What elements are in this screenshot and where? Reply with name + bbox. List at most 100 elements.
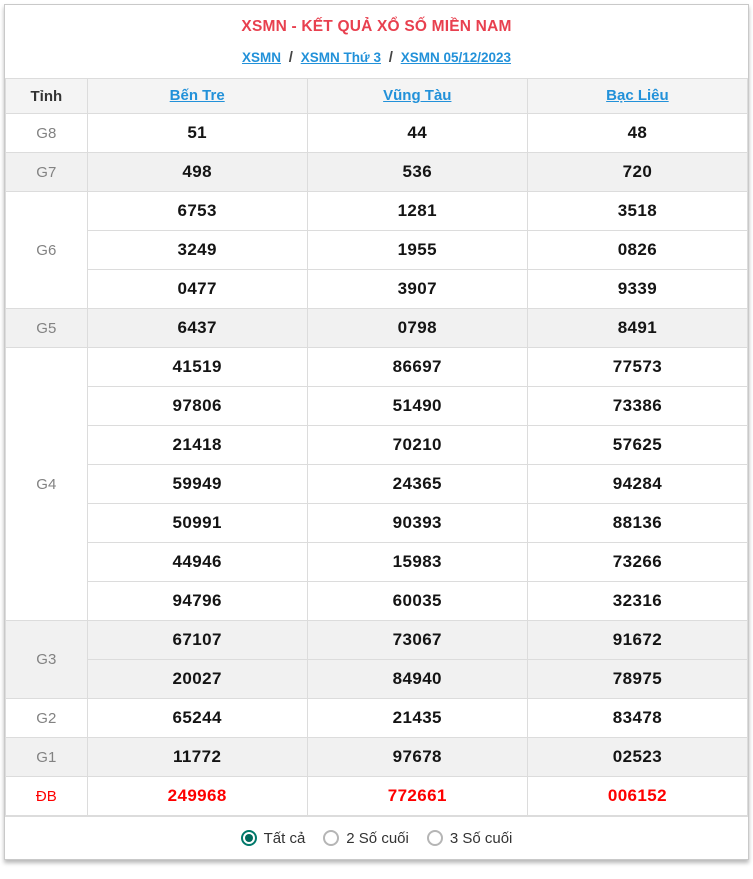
radio-dot bbox=[431, 834, 439, 842]
prize-number: 6753 bbox=[86, 191, 308, 231]
column-header-province: Tỉnh bbox=[5, 78, 88, 114]
prize-number: 73067 bbox=[306, 620, 528, 660]
prize-number: 21418 bbox=[86, 425, 308, 465]
prize-number: 60035 bbox=[306, 581, 528, 621]
table-row: G1 11772 97678 02523 bbox=[5, 737, 749, 777]
radio-unselected-icon[interactable] bbox=[323, 830, 340, 846]
prize-number: 720 bbox=[526, 152, 749, 192]
table-row: 0477 3907 9339 bbox=[6, 269, 749, 309]
prize-number: 249968 bbox=[86, 776, 308, 816]
prize-number: 57625 bbox=[526, 425, 749, 465]
prize-number: 006152 bbox=[526, 776, 749, 816]
prize-number: 772661 bbox=[306, 776, 528, 816]
radio-option-2[interactable]: 3 Số cuối bbox=[426, 829, 513, 847]
prize-number: 498 bbox=[86, 152, 308, 192]
prize-number: 51 bbox=[86, 113, 308, 153]
table-row: 44946 15983 73266 bbox=[6, 542, 749, 582]
table-row: G3 67107 73067 91672 bbox=[5, 620, 749, 699]
results-table: Tỉnh Bến Tre Vũng Tàu Bạc Liêu G8 51 44 48 G… bbox=[5, 78, 749, 816]
prize-number: 44 bbox=[306, 113, 528, 153]
prize-number: 6437 bbox=[86, 308, 308, 348]
table-row: 20027 84940 78975 bbox=[6, 659, 749, 699]
table-row: 59949 24365 94284 bbox=[6, 464, 749, 504]
prize-number: 9339 bbox=[526, 269, 749, 309]
prize-number: 1955 bbox=[306, 230, 528, 270]
breadcrumb-separator: / bbox=[288, 49, 293, 66]
table-row: G7 498 536 720 bbox=[5, 152, 749, 192]
prize-number: 0826 bbox=[526, 230, 749, 270]
prize-number: 94284 bbox=[526, 464, 749, 504]
prize-number: 41519 bbox=[86, 347, 308, 387]
prize-number: 50991 bbox=[86, 503, 308, 543]
prize-number: 3518 bbox=[526, 191, 749, 231]
prize-number: 3249 bbox=[86, 230, 308, 270]
prize-number: 86697 bbox=[306, 347, 528, 387]
province-link-vung-tau[interactable]: Vũng Tàu bbox=[383, 87, 452, 104]
prize-number: 0477 bbox=[86, 269, 308, 309]
radio-unselected-icon[interactable] bbox=[426, 830, 443, 846]
prize-number: 1281 bbox=[306, 191, 528, 231]
prize-number: 65244 bbox=[86, 698, 308, 738]
prize-number: 32316 bbox=[526, 581, 749, 621]
page-title: XSMN - KẾT QUẢ XỔ SỐ MIỀN NAM bbox=[241, 18, 512, 35]
prize-number: 97678 bbox=[306, 737, 528, 777]
prize-number: 73266 bbox=[526, 542, 749, 582]
province-link-bac-lieu[interactable]: Bạc Liêu bbox=[606, 87, 669, 104]
prize-label: G1 bbox=[5, 737, 88, 777]
radio-option-label: 2 Số cuối bbox=[346, 829, 409, 847]
prize-number: 536 bbox=[306, 152, 528, 192]
prize-label: G6 bbox=[5, 191, 88, 309]
prize-number: 02523 bbox=[526, 737, 749, 777]
prize-number: 0798 bbox=[306, 308, 528, 348]
breadcrumb-link-date[interactable]: XSMN 05/12/2023 bbox=[400, 50, 512, 65]
table-row: G6 6753 1281 3518 bbox=[5, 191, 749, 309]
prize-number: 67107 bbox=[86, 620, 308, 660]
prize-number: 70210 bbox=[306, 425, 528, 465]
prize-number: 88136 bbox=[526, 503, 749, 543]
prize-number: 51490 bbox=[306, 386, 528, 426]
radio-selected-icon[interactable] bbox=[240, 830, 257, 846]
table-row: 21418 70210 57625 bbox=[6, 425, 749, 465]
prize-label: G8 bbox=[5, 113, 88, 153]
prize-number: 90393 bbox=[306, 503, 528, 543]
province-link-ben-tre[interactable]: Bến Tre bbox=[169, 87, 225, 104]
breadcrumb-link-weekday[interactable]: XSMN Thứ 3 bbox=[300, 50, 381, 65]
breadcrumb-link-xsmn[interactable]: XSMN bbox=[241, 50, 281, 65]
prize-number: 15983 bbox=[306, 542, 528, 582]
card-header: XSMN - KẾT QUẢ XỔ SỐ MIỀN NAM XSMN / XSM… bbox=[5, 5, 748, 78]
table-row: G8 51 44 48 bbox=[5, 113, 749, 153]
prize-number: 48 bbox=[526, 113, 749, 153]
prize-number: 83478 bbox=[526, 698, 749, 738]
prize-label: G4 bbox=[5, 347, 88, 621]
radio-option-label: Tất cả bbox=[263, 829, 306, 847]
prize-label: G3 bbox=[5, 620, 88, 699]
prize-number: 24365 bbox=[306, 464, 528, 504]
prize-number: 59949 bbox=[86, 464, 308, 504]
display-mode-filter: Tất cả 2 Số cuối 3 Số cuối bbox=[5, 816, 748, 859]
results-card: XSMN - KẾT QUẢ XỔ SỐ MIỀN NAM XSMN / XSM… bbox=[4, 4, 749, 860]
table-row: 97806 51490 73386 bbox=[6, 386, 749, 426]
prize-label: G2 bbox=[5, 698, 88, 738]
prize-number: 94796 bbox=[86, 581, 308, 621]
radio-option-label: 3 Số cuối bbox=[449, 829, 513, 847]
prize-number: 77573 bbox=[526, 347, 749, 387]
prize-label: G5 bbox=[5, 308, 88, 348]
prize-number: 73386 bbox=[526, 386, 749, 426]
table-row: 50991 90393 88136 bbox=[6, 503, 749, 543]
prize-label: G7 bbox=[5, 152, 88, 192]
radio-option-1[interactable]: 2 Số cuối bbox=[323, 830, 409, 847]
prize-number: 11772 bbox=[86, 737, 308, 777]
radio-option-0[interactable]: Tất cả bbox=[240, 829, 306, 847]
prize-number: 97806 bbox=[86, 386, 308, 426]
prize-number: 78975 bbox=[526, 659, 749, 699]
table-row: G5 6437 0798 8491 bbox=[5, 308, 749, 348]
table-row: G2 65244 21435 83478 bbox=[5, 698, 749, 738]
prize-number: 91672 bbox=[526, 620, 749, 660]
breadcrumb-separator: / bbox=[388, 49, 393, 66]
table-row: 94796 60035 32316 bbox=[6, 581, 749, 621]
prize-label: ĐB bbox=[5, 776, 88, 816]
radio-dot bbox=[327, 834, 335, 842]
breadcrumb: XSMN / XSMN Thứ 3 / XSMN 05/12/2023 bbox=[5, 49, 748, 66]
prize-number: 20027 bbox=[86, 659, 308, 699]
radio-dot bbox=[244, 834, 253, 842]
